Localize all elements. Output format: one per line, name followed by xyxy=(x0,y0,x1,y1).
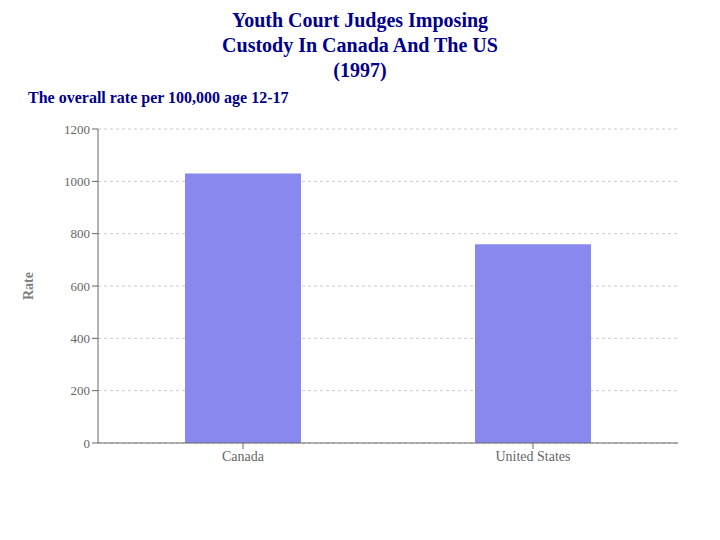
svg-text:800: 800 xyxy=(71,226,91,241)
html-text:Youth Court Judges Imposing: Youth Court Judges Imposing xyxy=(231,9,489,31)
svg-text:1000: 1000 xyxy=(64,174,90,189)
svg-text:Rate: Rate xyxy=(21,272,36,300)
svg-text:600: 600 xyxy=(71,279,91,294)
html-text:The overall rate per 100,000 a: The overall rate per 100,000 age 12-17 xyxy=(28,89,289,106)
html-text:(1997): (1997) xyxy=(333,59,387,81)
svg-text:1200: 1200 xyxy=(64,122,90,137)
svg-text:United States: United States xyxy=(495,449,570,464)
svg-text:400: 400 xyxy=(71,331,91,346)
svg-text:0: 0 xyxy=(84,436,91,451)
svg-text:Canada: Canada xyxy=(222,449,265,464)
svg-text:200: 200 xyxy=(71,383,91,398)
html-text:Custody In Canada And The US: Custody In Canada And The US xyxy=(222,34,498,56)
